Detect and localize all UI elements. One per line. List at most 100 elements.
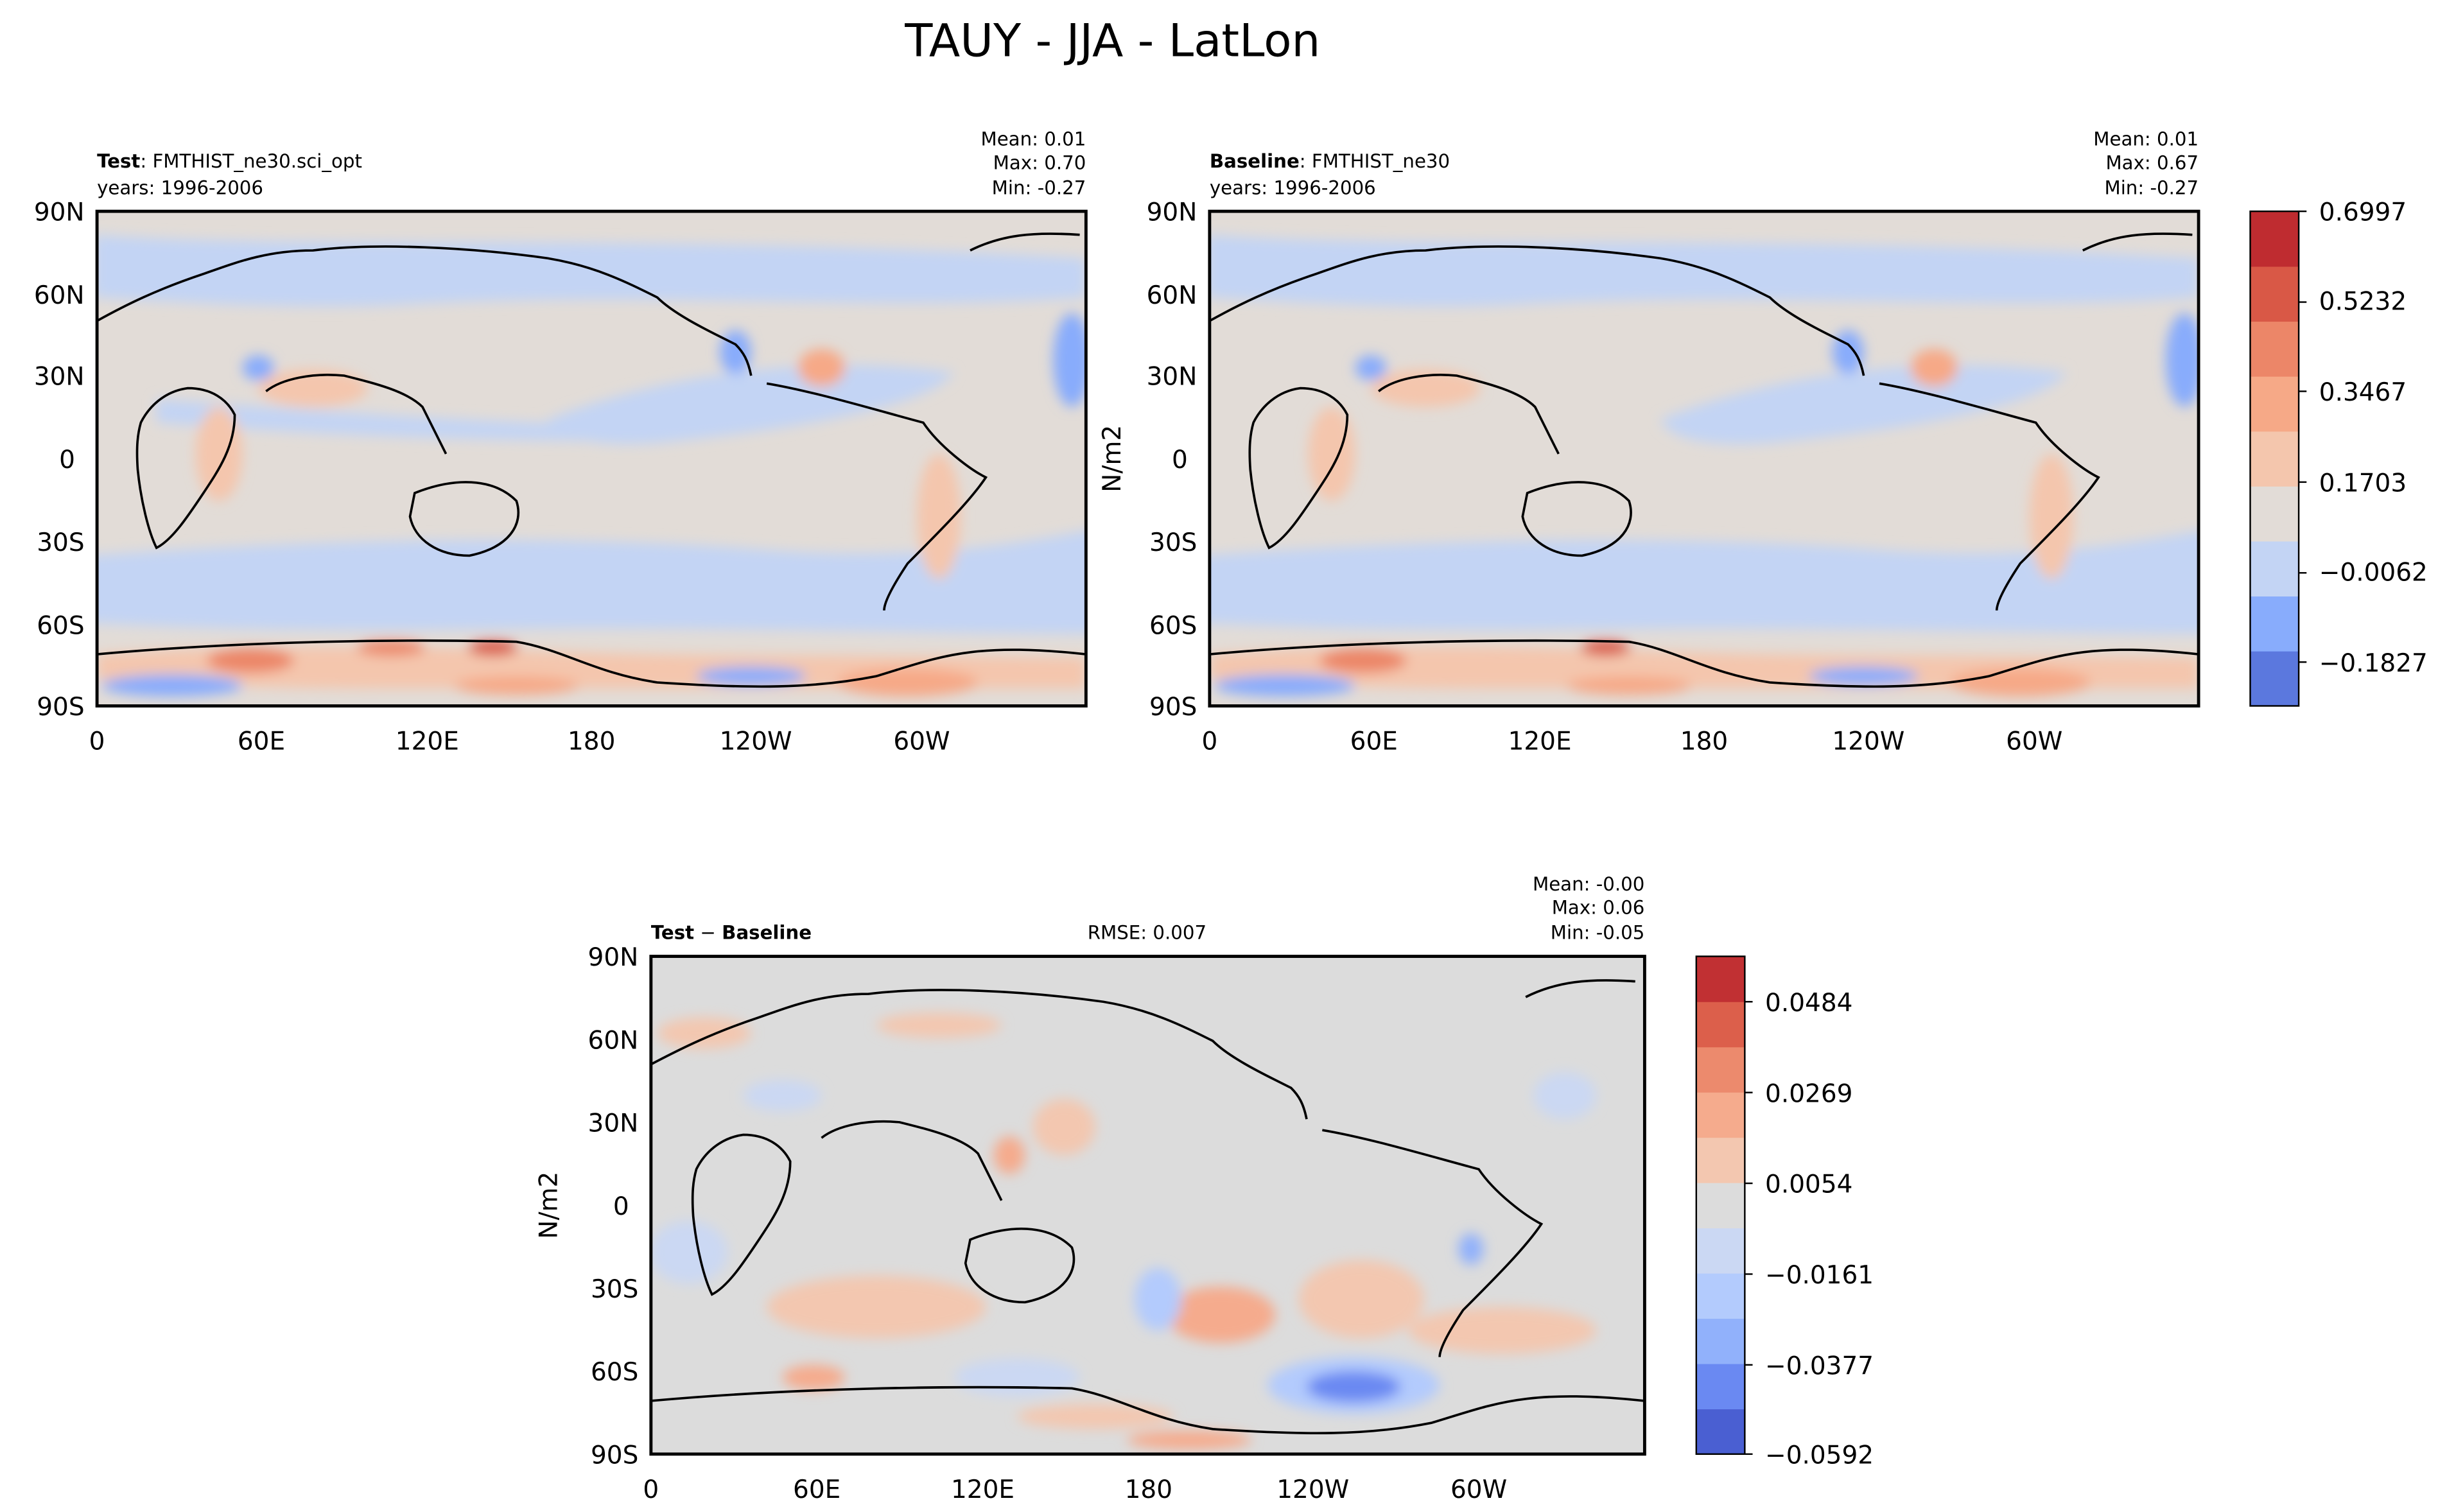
panel-difference-ytick: 30N (588, 1109, 639, 1138)
panel-difference-map (650, 956, 1645, 1454)
colorbar-lower-label: −0.0592 (1765, 1441, 1874, 1470)
panel-difference-max: Max: 0.06 (1552, 897, 1645, 919)
panel-difference-label-minus: − (694, 922, 722, 944)
panel-test-xtick: 60W (893, 727, 950, 756)
panel-test-mean: Mean: 0.01 (980, 128, 1086, 150)
panel-baseline-min: Min: -0.27 (2104, 177, 2199, 198)
panel-test-label-rest: : FMTHIST_ne30.sci_opt (140, 150, 362, 172)
panel-test-max: Max: 0.70 (993, 152, 1086, 173)
panel-difference-label-bold2: Baseline (722, 922, 812, 944)
panel-difference-xtick: 120W (1276, 1475, 1349, 1504)
panel-test-label-bold: Test (97, 150, 140, 172)
colorbar-upper-swatch (2250, 266, 2299, 322)
panel-difference-label-bold: Test (651, 922, 694, 944)
panel-difference-ylabel: N/m2 (535, 1172, 564, 1239)
panel-test-years: years: 1996-2006 (97, 177, 263, 198)
colorbar-lower-label: 0.0269 (1765, 1079, 1852, 1108)
panel-difference-xticks: 0 60E 120E 180 120W 60W (643, 1475, 1507, 1504)
panel-test-xtick: 0 (89, 727, 105, 756)
panel-difference-ytick: 90N (588, 943, 639, 972)
colorbar-lower-swatch (1696, 1002, 1745, 1048)
panel-difference-ytick: 90S (591, 1441, 638, 1470)
panel-baseline-years: years: 1996-2006 (1210, 177, 1376, 198)
colorbar-upper-swatch (2250, 486, 2299, 542)
colorbar-upper-label: 0.3467 (2319, 378, 2407, 407)
panel-test-ytick: 60S (37, 611, 84, 640)
panel-baseline-map (1209, 211, 2199, 706)
panel-baseline-max: Max: 0.67 (2105, 152, 2199, 173)
panel-baseline-label-rest: : FMTHIST_ne30 (1300, 150, 1450, 172)
panel-baseline-xtick: 120E (1508, 727, 1572, 756)
panel-test-ytick: 0 (59, 446, 75, 474)
colorbar-lower-label: 0.0484 (1765, 989, 1852, 1018)
panel-difference-mean: Mean: -0.00 (1533, 873, 1644, 895)
colorbar-lower-swatch (1696, 1228, 1745, 1274)
panel-difference-frame (649, 955, 1646, 1456)
colorbar-upper-swatch (2250, 211, 2299, 267)
panel-difference-xtick: 180 (1125, 1475, 1172, 1504)
panel-test-ytick: 90N (34, 198, 85, 227)
panel-baseline: Baseline: FMTHIST_ne30 years: 1996-2006 … (1098, 128, 2200, 756)
svg-text:Test − Baseline: Test − Baseline (651, 922, 812, 944)
colorbar-upper-label: 0.5232 (2319, 288, 2407, 317)
colorbar-lower-swatch (1696, 956, 1745, 1002)
svg-text:Test: FMTHIST_ne30.sci_opt: Test: FMTHIST_ne30.sci_opt (97, 150, 362, 172)
colorbar-lower-swatch (1696, 1318, 1745, 1364)
colorbar-lower-label: −0.0161 (1765, 1261, 1874, 1290)
panel-baseline-ytick: 0 (1172, 446, 1188, 474)
colorbar-upper-label: −0.0062 (2319, 558, 2428, 587)
panel-difference-yticks: 90N 60N 30N 0 30S 60S 90S (588, 943, 639, 1470)
colorbar-lower-frame (1695, 955, 1746, 1456)
panel-difference-xtick: 60W (1450, 1475, 1507, 1504)
panel-test-xticks: 0 60E 120E 180 120W 60W (89, 727, 950, 756)
colorbar-lower-swatch (1696, 1273, 1745, 1319)
panel-baseline-xtick: 180 (1680, 727, 1728, 756)
panel-difference: Test − Baseline RMSE: 0.007 Mean: -0.00 … (535, 873, 1646, 1504)
panel-test-equator-band (156, 399, 657, 442)
panel-test-ytick: 30S (37, 528, 84, 557)
colorbar-upper-swatch (2250, 321, 2299, 377)
panel-baseline-coastlines (1209, 232, 2199, 688)
panel-baseline-ytick: 60N (1147, 281, 1197, 310)
colorbar-upper-swatch (2250, 431, 2299, 487)
colorbar-lower-label: 0.0054 (1765, 1170, 1852, 1199)
panel-test-yticks: 90N 60N 30N 0 30S 60S 90S (34, 198, 85, 722)
panel-test-xtick: 180 (568, 727, 615, 756)
panel-test-north-pacific (547, 365, 955, 444)
panel-test-antarctic-red (97, 647, 1086, 689)
panel-test-ytick: 90S (37, 693, 84, 722)
panel-baseline-ytick: 30N (1147, 363, 1197, 392)
svg-text:Baseline: FMTHIST_ne30: Baseline: FMTHIST_ne30 (1210, 150, 1450, 172)
panel-test: Test: FMTHIST_ne30.sci_opt years: 1996-2… (34, 128, 1088, 756)
panel-test-xtick: 120W (720, 727, 792, 756)
colorbar-upper-label: 0.1703 (2319, 469, 2407, 498)
panel-baseline-xtick: 60W (2006, 727, 2062, 756)
panel-test-ytick: 60N (34, 281, 85, 310)
colorbar-lower-label: −0.0377 (1765, 1351, 1874, 1380)
panel-baseline-ytick: 60S (1149, 611, 1197, 640)
panel-baseline-xtick: 120W (1832, 727, 1904, 756)
panel-baseline-yticks: 90N 60N 30N 0 30S 60S 90S (1147, 198, 1197, 722)
colorbar-upper-label: −0.1827 (2319, 649, 2428, 678)
panel-test-southern-band (97, 530, 1086, 634)
panel-baseline-ylabel: N/m2 (1098, 425, 1127, 492)
panel-difference-ytick: 0 (613, 1192, 629, 1221)
colorbar-lower-swatch (1696, 1137, 1745, 1183)
colorbar-upper-label: 0.6997 (2319, 198, 2407, 227)
colorbar-upper-swatch (2250, 650, 2299, 707)
panel-difference-coastlines (650, 979, 1645, 1435)
panel-test-min: Min: -0.27 (992, 177, 1086, 198)
panel-baseline-ytick: 90S (1149, 693, 1197, 722)
figure-title: TAUY - JJA - LatLon (904, 14, 1320, 67)
panel-baseline-xticks: 0 60E 120E 180 120W 60W (1201, 727, 2062, 756)
colorbar-lower-swatch (1696, 1091, 1745, 1138)
panel-test-ytick: 30N (34, 363, 85, 392)
panel-difference-ytick: 60N (588, 1026, 639, 1055)
panel-baseline-mean: Mean: 0.01 (2093, 128, 2199, 150)
panel-baseline-ytick: 90N (1147, 198, 1197, 227)
colorbar-upper-swatch (2250, 541, 2299, 597)
panel-test-xtick: 60E (238, 727, 285, 756)
panel-difference-xtick: 0 (643, 1475, 659, 1504)
panel-test-coastlines (97, 232, 1086, 688)
panel-baseline-ytick: 30S (1149, 528, 1197, 557)
